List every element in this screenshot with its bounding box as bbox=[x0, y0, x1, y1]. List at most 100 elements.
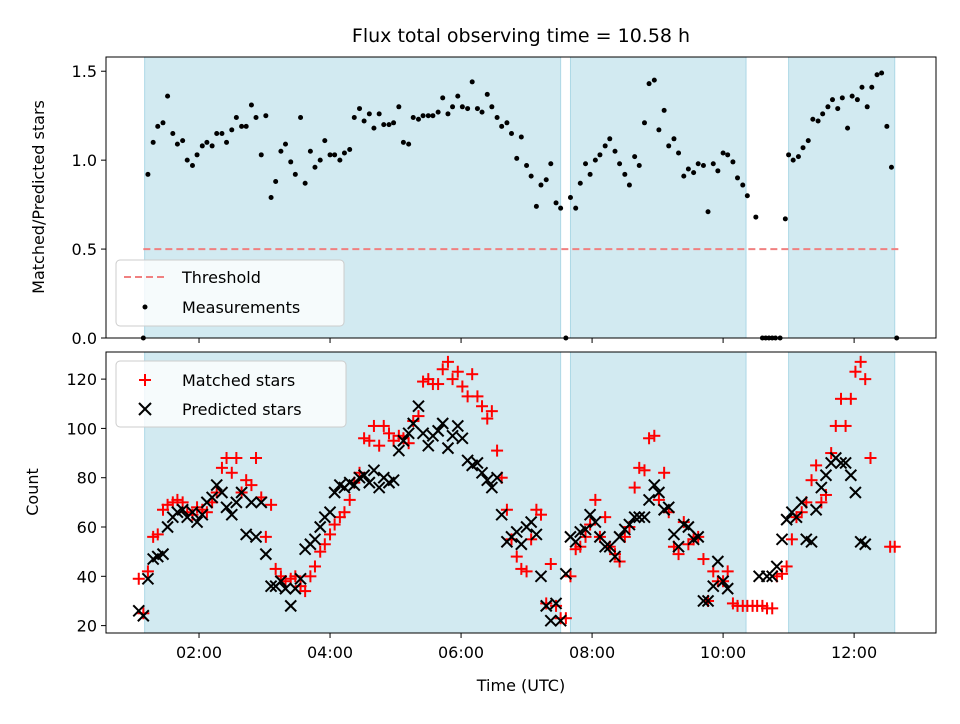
measurement-point bbox=[646, 81, 652, 87]
measurement-point bbox=[805, 138, 811, 144]
matched-star-point bbox=[466, 368, 479, 381]
matched-star-point bbox=[299, 585, 312, 598]
predicted-star-point bbox=[186, 506, 199, 519]
x-axis-label: Time (UTC) bbox=[476, 676, 565, 695]
predicted-star-point bbox=[412, 400, 425, 413]
measurement-point bbox=[884, 123, 890, 129]
matched-star-point bbox=[859, 373, 872, 386]
measurement-point bbox=[839, 95, 845, 101]
predicted-star-point bbox=[176, 503, 189, 516]
measurement-point bbox=[820, 111, 826, 117]
matched-star-point bbox=[672, 548, 685, 561]
measurement-point bbox=[612, 148, 618, 154]
matched-star-point bbox=[510, 550, 523, 563]
figure-title: Flux total observing time = 10.58 h bbox=[352, 25, 690, 47]
predicted-star-point bbox=[446, 429, 459, 443]
measurement-point bbox=[795, 154, 801, 160]
measurement-point bbox=[782, 216, 788, 222]
predicted-star-point bbox=[839, 456, 852, 470]
measurement-point bbox=[381, 122, 387, 128]
predicted-star-point bbox=[205, 491, 219, 504]
measurement-point bbox=[558, 205, 564, 211]
measurement-point bbox=[864, 104, 870, 110]
bottom-axes-frame bbox=[105, 351, 937, 634]
measurement-point bbox=[617, 161, 623, 167]
predicted-star-point bbox=[809, 503, 823, 516]
measurement-point bbox=[371, 125, 377, 131]
measurement-point bbox=[676, 150, 682, 156]
predicted-star-point bbox=[190, 515, 204, 529]
measurement-point bbox=[504, 120, 510, 126]
measurement-point bbox=[233, 114, 239, 120]
y-tick-label: 40 bbox=[77, 567, 97, 586]
measurement-point bbox=[528, 173, 534, 179]
matched-star-point bbox=[230, 451, 243, 464]
predicted-star-point bbox=[485, 481, 499, 494]
measurement-point bbox=[174, 141, 180, 147]
measurement-point bbox=[735, 175, 741, 181]
measurement-point bbox=[879, 70, 885, 76]
predicted-star-point bbox=[760, 570, 774, 583]
predicted-star-point bbox=[766, 570, 779, 583]
measurement-point bbox=[292, 171, 298, 177]
measurement-point bbox=[567, 195, 573, 200]
matched-star-point bbox=[785, 533, 798, 546]
y-tick-label: 60 bbox=[77, 518, 97, 537]
predicted-star-point bbox=[323, 506, 337, 519]
matched-star-point bbox=[564, 570, 577, 583]
predicted-star-point bbox=[387, 473, 400, 487]
predicted-star-point bbox=[255, 496, 268, 509]
predicted-star-point bbox=[716, 575, 730, 588]
matched-star-point bbox=[864, 451, 877, 464]
measurement-point bbox=[312, 164, 318, 170]
predicted-star-point bbox=[652, 486, 666, 499]
predicted-star-point bbox=[137, 609, 150, 622]
predicted-star-point bbox=[279, 582, 292, 595]
measurement-point bbox=[180, 138, 186, 144]
predicted-star-point bbox=[613, 530, 626, 544]
predicted-star-point bbox=[357, 469, 371, 482]
bottom-legend: Matched stars Predicted stars bbox=[115, 360, 347, 428]
measurement-point bbox=[425, 113, 431, 119]
y-tick-label: 1.5 bbox=[72, 62, 97, 81]
y-tick-label: 20 bbox=[77, 617, 97, 636]
measurement-point bbox=[592, 157, 598, 163]
bottom-legend-box bbox=[115, 360, 347, 428]
matched-star-point bbox=[161, 498, 174, 511]
measurement-point bbox=[366, 111, 372, 117]
measurement-point bbox=[459, 104, 465, 110]
measurement-point bbox=[386, 122, 392, 128]
measurement-point bbox=[150, 139, 156, 145]
predicted-star-point bbox=[481, 473, 494, 487]
top-y-ticks: 0.0 0.5 1.0 1.5 bbox=[72, 62, 106, 348]
y-tick-label: 1.0 bbox=[72, 151, 97, 170]
measurement-point bbox=[248, 102, 254, 108]
matched-star-point bbox=[491, 444, 504, 457]
measurement-point bbox=[351, 114, 357, 120]
predicted-star-point bbox=[859, 538, 872, 551]
predicted-star-point bbox=[431, 424, 445, 438]
matched-star-point bbox=[215, 461, 228, 474]
measurement-point bbox=[636, 162, 642, 168]
matched-star-point bbox=[815, 496, 828, 509]
measurement-point bbox=[302, 180, 308, 186]
y-tick-label: 0.5 bbox=[72, 240, 97, 259]
legend-measurements-label: Measurements bbox=[182, 298, 300, 317]
matched-star-point bbox=[648, 429, 661, 442]
legend-matched-label: Matched stars bbox=[182, 371, 295, 390]
measurement-point bbox=[253, 114, 259, 120]
matched-star-point bbox=[544, 557, 557, 570]
measurement-point bbox=[577, 180, 583, 186]
measurement-point bbox=[430, 113, 436, 119]
measurement-point bbox=[396, 104, 402, 110]
measurement-point bbox=[282, 141, 288, 147]
matched-star-point bbox=[200, 506, 213, 519]
matched-star-point bbox=[358, 432, 371, 445]
matched-star-point bbox=[766, 602, 779, 615]
matched-star-point bbox=[137, 607, 150, 620]
measurement-point bbox=[543, 177, 549, 183]
measurement-point bbox=[288, 159, 294, 165]
predicted-star-point bbox=[662, 501, 675, 514]
measurement-point bbox=[415, 116, 421, 122]
predicted-star-point bbox=[559, 567, 573, 581]
